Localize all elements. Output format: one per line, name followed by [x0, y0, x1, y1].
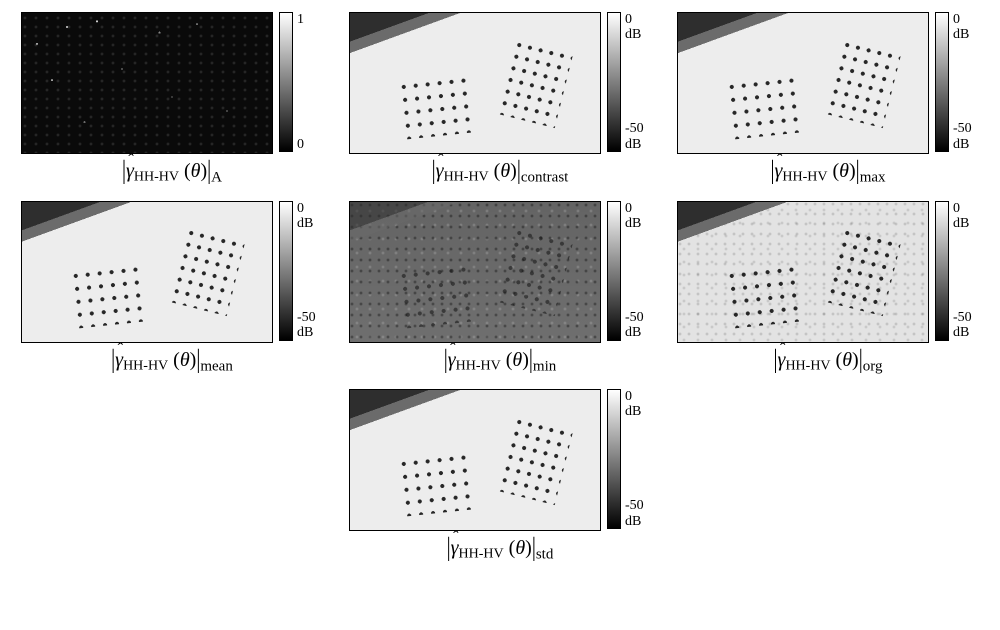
colorbar-tick-top: 0 dB [953, 201, 979, 232]
panel-max-colorbar: 0 dB -50 dB [935, 12, 979, 152]
panel-mean-image [21, 201, 273, 343]
colorbar-gradient [935, 201, 949, 341]
panel-contrast-caption: |γHH-HV (θ)|contrast [432, 160, 569, 187]
colorbar-ticks: 0 dB -50 dB [625, 12, 651, 152]
panel-A: 1 0 |γHH-HV (θ)|A [21, 12, 323, 187]
colorbar-tick-bottom: -50 dB [297, 310, 323, 341]
coast-structure [350, 13, 480, 61]
panel-org-caption: |γHH-HV (θ)|org [774, 349, 883, 376]
target-cluster-2 [824, 38, 901, 129]
coast-structure [350, 202, 480, 250]
target-cluster-1 [397, 451, 478, 517]
figure-row-2: 0 dB -50 dB |γHH-HV (θ)|mean [8, 201, 992, 376]
colorbar-tick-top: 0 dB [625, 12, 651, 43]
panel-std: 0 dB -50 dB |γHH-HV (θ)|std [349, 389, 651, 564]
colorbar-ticks: 0 dB -50 dB [625, 389, 651, 529]
target-cluster-1 [725, 74, 806, 140]
figure-row-1: 1 0 |γHH-HV (θ)|A 0 dB [8, 12, 992, 187]
colorbar-tick-bottom: -50 dB [953, 121, 979, 152]
panel-max-caption: |γHH-HV (θ)|max [770, 160, 885, 187]
colorbar-gradient [935, 12, 949, 152]
target-cluster-1 [397, 74, 478, 140]
panel-min-image-and-colorbar: 0 dB -50 dB [349, 201, 651, 343]
panel-A-image [21, 12, 273, 154]
target-cluster-2 [496, 415, 573, 506]
colorbar-tick-top: 0 dB [625, 201, 651, 232]
colorbar-ticks: 0 dB -50 dB [953, 12, 979, 152]
panel-min-image [349, 201, 601, 343]
colorbar-ticks: 0 dB -50 dB [297, 201, 323, 341]
panel-org-image-and-colorbar: 0 dB -50 dB [677, 201, 979, 343]
panel-contrast-colorbar: 0 dB -50 dB [607, 12, 651, 152]
colorbar-gradient [607, 201, 621, 341]
panel-contrast-image [349, 12, 601, 154]
coast-structure [22, 202, 152, 250]
target-cluster-2 [824, 226, 901, 317]
target-cluster-1 [397, 262, 478, 328]
target-cluster-1 [725, 262, 806, 328]
panel-A-caption: |γHH-HV (θ)|A [122, 160, 222, 187]
target-cluster-2 [496, 226, 573, 317]
coast-structure [678, 202, 808, 250]
colorbar-tick-bottom: 0 [297, 137, 323, 152]
target-cluster-2 [168, 226, 245, 317]
colorbar-gradient [279, 201, 293, 341]
colorbar-tick-top: 0 dB [625, 389, 651, 420]
panel-min-colorbar: 0 dB -50 dB [607, 201, 651, 341]
colorbar-tick-top: 1 [297, 12, 323, 27]
panel-org-image [677, 201, 929, 343]
figure-row-3: 0 dB -50 dB |γHH-HV (θ)|std [8, 389, 992, 564]
coast-structure [350, 390, 480, 438]
colorbar-tick-top: 0 dB [953, 12, 979, 43]
panel-mean: 0 dB -50 dB |γHH-HV (θ)|mean [21, 201, 323, 376]
colorbar-tick-bottom: -50 dB [625, 121, 651, 152]
target-cluster-1 [69, 262, 150, 328]
colorbar-ticks: 0 dB -50 dB [953, 201, 979, 341]
colorbar-ticks: 0 dB -50 dB [625, 201, 651, 341]
panel-max-image-and-colorbar: 0 dB -50 dB [677, 12, 979, 154]
figure-grid: 1 0 |γHH-HV (θ)|A 0 dB [8, 12, 992, 564]
panel-std-caption: |γHH-HV (θ)|std [447, 537, 554, 564]
target-cluster-2 [496, 38, 573, 129]
panel-max-image [677, 12, 929, 154]
panel-min: 0 dB -50 dB |γHH-HV (θ)|min [349, 201, 651, 376]
panel-org-colorbar: 0 dB -50 dB [935, 201, 979, 341]
panel-A-image-and-colorbar: 1 0 [21, 12, 323, 154]
colorbar-tick-bottom: -50 dB [953, 310, 979, 341]
colorbar-gradient [607, 12, 621, 152]
panel-A-colorbar: 1 0 [279, 12, 323, 152]
panel-min-caption: |γHH-HV (θ)|min [444, 349, 557, 376]
panel-contrast-image-and-colorbar: 0 dB -50 dB [349, 12, 651, 154]
colorbar-gradient [279, 12, 293, 152]
panel-org: 0 dB -50 dB |γHH-HV (θ)|org [677, 201, 979, 376]
colorbar-ticks: 1 0 [297, 12, 323, 152]
colorbar-tick-bottom: -50 dB [625, 310, 651, 341]
panel-mean-caption: |γHH-HV (θ)|mean [111, 349, 233, 376]
panel-std-colorbar: 0 dB -50 dB [607, 389, 651, 529]
panel-mean-colorbar: 0 dB -50 dB [279, 201, 323, 341]
panel-max: 0 dB -50 dB |γHH-HV (θ)|max [677, 12, 979, 187]
colorbar-gradient [607, 389, 621, 529]
colorbar-tick-bottom: -50 dB [625, 498, 651, 529]
panel-std-image [349, 389, 601, 531]
panel-mean-image-and-colorbar: 0 dB -50 dB [21, 201, 323, 343]
colorbar-tick-top: 0 dB [297, 201, 323, 232]
panel-std-image-and-colorbar: 0 dB -50 dB [349, 389, 651, 531]
coast-structure [678, 13, 808, 61]
panel-contrast: 0 dB -50 dB |γHH-HV (θ)|contrast [349, 12, 651, 187]
